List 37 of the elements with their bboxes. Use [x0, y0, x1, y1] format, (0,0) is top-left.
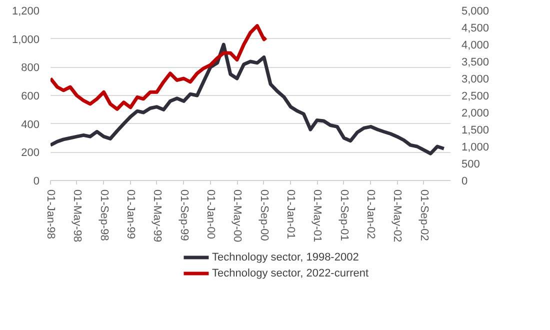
y2-tick-label: 2,000 [462, 108, 490, 120]
x-tick-label: 01-Jan-99 [124, 190, 136, 240]
x-tick-label: 01-Sep-99 [178, 190, 190, 241]
y2-tick-label: 3,000 [462, 74, 490, 86]
line-series [50, 24, 268, 111]
x-tick-label: 01-Jan-98 [44, 190, 56, 240]
y-tick-label: 800 [21, 62, 40, 74]
y-tick-label: 400 [21, 118, 40, 131]
x-tick-label: 01-May-01 [311, 190, 324, 242]
y2-tick-label: 4,000 [462, 40, 490, 52]
y-tick-label: 600 [21, 90, 40, 102]
x-tick-label: 01-Jan-00 [204, 190, 216, 240]
line-series [50, 42, 446, 156]
y2-tick-label: 5,000 [462, 6, 490, 18]
y2-tick-label: 500 [462, 158, 480, 170]
x-tick-label: 01-Sep-01 [338, 190, 350, 241]
y2-tick-label: 3,500 [462, 56, 490, 68]
x-tick-label: 01-May-99 [150, 190, 163, 242]
y-tick-label: 200 [21, 147, 40, 160]
x-tick-label: 01-Sep-98 [98, 190, 110, 241]
x-tick-label: 01-May-00 [231, 190, 244, 242]
x-tick-label: 01-Sep-00 [258, 190, 270, 241]
x-tick-label: 01-Sep-02 [418, 190, 430, 241]
y-tick-label: 1,200 [12, 6, 40, 18]
y-tick-label: 0 [33, 176, 40, 188]
x-tick-label: 01-May-98 [70, 190, 83, 242]
legend-label: Technology sector, 1998-2002 [212, 252, 359, 264]
legend-label: Technology sector, 2022-current [212, 268, 369, 280]
x-tick-label: 01-Jan-01 [284, 190, 297, 240]
y2-tick-label: 2,500 [462, 90, 490, 102]
y2-tick-label: 4,500 [462, 22, 490, 34]
y2-tick-label: 1,500 [462, 124, 490, 136]
y2-tick-label: 1,000 [462, 142, 490, 154]
x-tick-label: 01-Jan-02 [364, 190, 377, 240]
x-tick-label: 01-May-02 [391, 190, 404, 242]
y2-tick-label: 0 [462, 176, 468, 188]
y-tick-label: 1,000 [12, 34, 40, 46]
